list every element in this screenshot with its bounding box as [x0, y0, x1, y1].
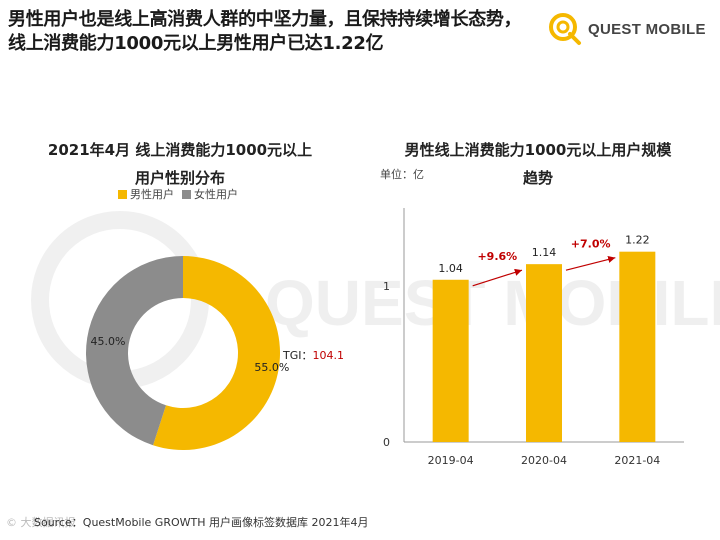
- bar-2021-04: [619, 251, 656, 442]
- page-title-line-1: 男性用户也是线上高消费人群的中坚力量，且保持持续增长态势，: [8, 9, 522, 30]
- y-tick-label-1: 1: [383, 280, 390, 293]
- x-tick-label-2019-04: 2019-04: [428, 454, 474, 467]
- x-tick-label-2021-04: 2021-04: [614, 454, 660, 467]
- tgi-label: TGI：: [283, 349, 313, 362]
- donut-chart-title: 2021年4月 线上消费能力1000元以上 用户性别分布: [40, 136, 320, 192]
- tgi-annotation: TGI：104.1: [283, 347, 344, 363]
- page-title: 男性用户也是线上高消费人群的中坚力量，且保持持续增长态势， 线上消费能力1000…: [8, 8, 548, 56]
- corner-watermark: © 大数据讯报: [6, 516, 76, 529]
- legend-label-female: 女性用户: [194, 188, 238, 201]
- growth-arrow-1: [472, 268, 523, 287]
- bar-chart-unit: 单位：亿: [380, 168, 424, 181]
- bar-2019-04: [432, 279, 469, 442]
- legend-swatch-female: [182, 189, 191, 199]
- donut-slice-female: [86, 256, 183, 446]
- donut-chart-title-line-2: 用户性别分布: [134, 169, 225, 187]
- bar-chart-title: 男性线上消费能力1000元以上用户规模 趋势: [378, 136, 698, 192]
- donut-chart-title-line-1: 2021年4月 线上消费能力1000元以上: [47, 141, 313, 159]
- growth-label-2: +7.0%: [571, 238, 611, 251]
- bar-chart: 0 1 1.04 2019-04 1.14 2020-04 1.22 2021-04 +9.6%…: [383, 208, 684, 467]
- legend-swatch-male: [118, 189, 127, 199]
- brand-logo-text: QUEST MOBILE: [588, 20, 706, 38]
- growth-label-1: +9.6%: [477, 250, 517, 263]
- bar-chart-title-line-1: 男性线上消费能力1000元以上用户规模: [404, 141, 672, 159]
- tgi-value: 104.1: [312, 349, 345, 362]
- bar-2020-04: [526, 264, 562, 442]
- x-tick-label-2020-04: 2020-04: [521, 454, 567, 467]
- donut-chart: 55.0% 45.0%: [86, 256, 289, 450]
- source-note: Source：QuestMobile GROWTH 用户画像标签数据库 2021…: [34, 516, 369, 529]
- donut-slice-male: [153, 256, 281, 450]
- legend-item-female: 女性用户: [182, 186, 238, 202]
- y-tick-label-0: 0: [383, 436, 390, 449]
- quest-mobile-logo-icon: [549, 13, 581, 45]
- bar-chart-title-line-2: 趋势: [522, 169, 553, 187]
- bar-value-label-2021-04: 1.22: [625, 234, 650, 247]
- brand-logo: QUEST MOBILE: [548, 12, 706, 46]
- page-title-line-2: 线上消费能力1000元以上男性用户已达1.22亿: [8, 33, 384, 54]
- growth-arrow-2: [565, 255, 616, 271]
- donut-legend: 男性用户 女性用户: [118, 186, 246, 202]
- donut-value-label-male: 55.0%: [254, 361, 289, 374]
- bar-value-label-2019-04: 1.04: [438, 262, 463, 275]
- legend-item-male: 男性用户: [118, 186, 174, 202]
- bar-value-label-2020-04: 1.14: [532, 246, 557, 259]
- legend-label-male: 男性用户: [130, 188, 174, 201]
- donut-value-label-female: 45.0%: [90, 335, 125, 348]
